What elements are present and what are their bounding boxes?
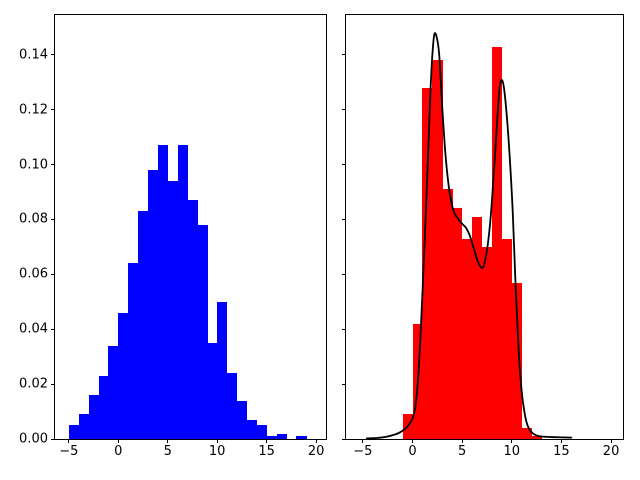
histogram-bar [276, 433, 287, 439]
histogram-bar [187, 200, 198, 439]
x-tick-mark [315, 439, 317, 443]
histogram-bar [452, 208, 463, 439]
histogram-bar [88, 395, 99, 439]
histogram-bar [246, 419, 258, 439]
x-tick-mark [266, 439, 268, 443]
y-tick-mark [342, 438, 346, 440]
x-tick-mark [511, 439, 513, 443]
histogram-bar [68, 425, 80, 439]
histogram-bar [167, 181, 178, 439]
x-tick-mark [117, 439, 119, 443]
histogram-bar [138, 211, 149, 439]
y-tick-label: 0.14 [19, 47, 48, 63]
histogram-bar [442, 189, 453, 439]
y-tick-mark [51, 218, 55, 220]
histogram-bar [256, 425, 267, 439]
x-tick-label: 20 [307, 444, 325, 459]
kde-line [365, 32, 573, 440]
x-tick-mark [610, 439, 612, 443]
histogram-bar [266, 436, 277, 439]
x-tick-label: 5 [163, 444, 172, 459]
y-tick-mark [51, 383, 55, 385]
histogram-bar [236, 400, 248, 439]
x-tick-label: 5 [458, 444, 467, 459]
histogram-bar [432, 60, 443, 439]
x-tick-label: 15 [258, 444, 275, 459]
x-tick-label: −5 [59, 444, 79, 459]
y-tick-mark [342, 164, 346, 166]
left-histogram-axes: −5 0 5 10 15 20 0.00 0.02 0.04 0.06 0.08 0.10 0.12 0.… [19, 14, 327, 458]
histogram-bar [296, 436, 307, 439]
kde-curve [365, 32, 573, 440]
histogram-bar [177, 145, 188, 439]
y-tick-label: 0.04 [19, 321, 48, 337]
histogram-bar [501, 238, 513, 439]
x-tick-mark [461, 439, 463, 443]
y-tick-label: 0.08 [19, 211, 48, 227]
y-tick-mark [51, 273, 55, 275]
histogram-bar [217, 301, 228, 439]
histogram-bar [78, 414, 89, 439]
histogram-bar [118, 312, 129, 439]
y-tick-label: 0.06 [19, 266, 48, 282]
x-tick-mark [216, 439, 218, 443]
y-tick-mark [342, 54, 346, 56]
y-tick-mark [342, 109, 346, 111]
y-tick-label: 0.10 [19, 157, 48, 173]
x-tick-mark [560, 439, 562, 443]
x-tick-mark [68, 439, 70, 443]
y-tick-label: 0.00 [19, 431, 48, 447]
histogram-bar [157, 145, 169, 439]
histogram-bar [128, 263, 139, 439]
histogram-bar [197, 224, 208, 439]
y-tick-mark [51, 54, 55, 56]
x-tick-label: 10 [503, 444, 521, 459]
x-tick-mark [167, 439, 169, 443]
y-tick-mark [51, 438, 55, 440]
y-tick-mark [342, 383, 346, 385]
x-tick-mark [412, 439, 414, 443]
y-tick-mark [342, 273, 346, 275]
histogram-bar [511, 282, 523, 439]
histogram-bar [531, 436, 542, 439]
histogram-bar [472, 216, 483, 439]
x-tick-label: 0 [408, 444, 417, 459]
y-tick-label: 0.12 [19, 102, 48, 118]
y-tick-label: 0.02 [19, 376, 48, 392]
x-tick-mark [362, 439, 364, 443]
x-tick-label: 20 [602, 444, 620, 459]
histogram-bar [147, 170, 159, 439]
y-tick-mark [342, 218, 346, 220]
histogram-bar [462, 238, 473, 439]
y-tick-mark [51, 109, 55, 111]
y-tick-mark [342, 328, 346, 330]
histogram-bar [207, 342, 218, 439]
x-tick-label: −5 [353, 444, 373, 459]
histogram-bar [491, 46, 503, 439]
histogram-bar [227, 373, 238, 439]
x-tick-label: 0 [114, 444, 123, 459]
histogram-bar [482, 246, 493, 439]
histogram-bar [108, 345, 119, 439]
y-tick-mark [51, 328, 55, 330]
right-histogram-kde-axes: −5 0 5 10 15 20 [342, 14, 624, 458]
histogram-bar [422, 87, 433, 439]
histogram-bar [521, 428, 532, 439]
x-tick-label: 10 [208, 444, 226, 459]
histogram-bar [98, 375, 109, 439]
y-tick-mark [51, 164, 55, 166]
x-tick-label: 15 [553, 444, 570, 459]
